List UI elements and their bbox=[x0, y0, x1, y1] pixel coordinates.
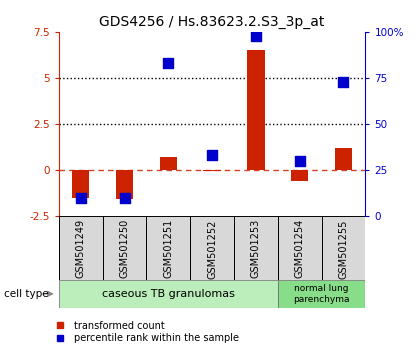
Text: GSM501249: GSM501249 bbox=[76, 219, 86, 278]
Point bbox=[165, 60, 172, 66]
Title: GDS4256 / Hs.83623.2.S3_3p_at: GDS4256 / Hs.83623.2.S3_3p_at bbox=[100, 16, 325, 29]
Text: GSM501252: GSM501252 bbox=[207, 219, 217, 279]
Point bbox=[340, 79, 347, 84]
Bar bbox=[116, 170, 133, 199]
Point bbox=[297, 158, 303, 164]
Bar bbox=[234, 216, 278, 280]
Bar bbox=[247, 50, 265, 170]
Text: cell type: cell type bbox=[4, 289, 49, 299]
Bar bbox=[278, 216, 322, 280]
Bar bbox=[190, 216, 234, 280]
Legend: transformed count, percentile rank within the sample: transformed count, percentile rank withi… bbox=[47, 317, 243, 347]
Bar bbox=[147, 216, 190, 280]
Bar bbox=[59, 216, 102, 280]
Point bbox=[252, 33, 259, 38]
Text: GSM501255: GSM501255 bbox=[339, 219, 349, 279]
Point bbox=[77, 195, 84, 200]
Text: GSM501254: GSM501254 bbox=[295, 219, 304, 278]
Bar bbox=[278, 280, 365, 308]
Text: normal lung
parenchyma: normal lung parenchyma bbox=[293, 284, 350, 303]
Text: GSM501250: GSM501250 bbox=[120, 219, 129, 278]
Bar bbox=[322, 216, 365, 280]
Point bbox=[121, 195, 128, 200]
Bar bbox=[102, 216, 147, 280]
Text: GSM501253: GSM501253 bbox=[251, 219, 261, 278]
Text: caseous TB granulomas: caseous TB granulomas bbox=[102, 289, 235, 299]
Bar bbox=[59, 280, 278, 308]
Bar bbox=[291, 170, 308, 181]
Text: GSM501251: GSM501251 bbox=[163, 219, 173, 278]
Bar bbox=[203, 170, 221, 171]
Bar bbox=[72, 170, 89, 198]
Bar bbox=[335, 148, 352, 170]
Bar bbox=[160, 157, 177, 170]
Point bbox=[209, 152, 215, 158]
